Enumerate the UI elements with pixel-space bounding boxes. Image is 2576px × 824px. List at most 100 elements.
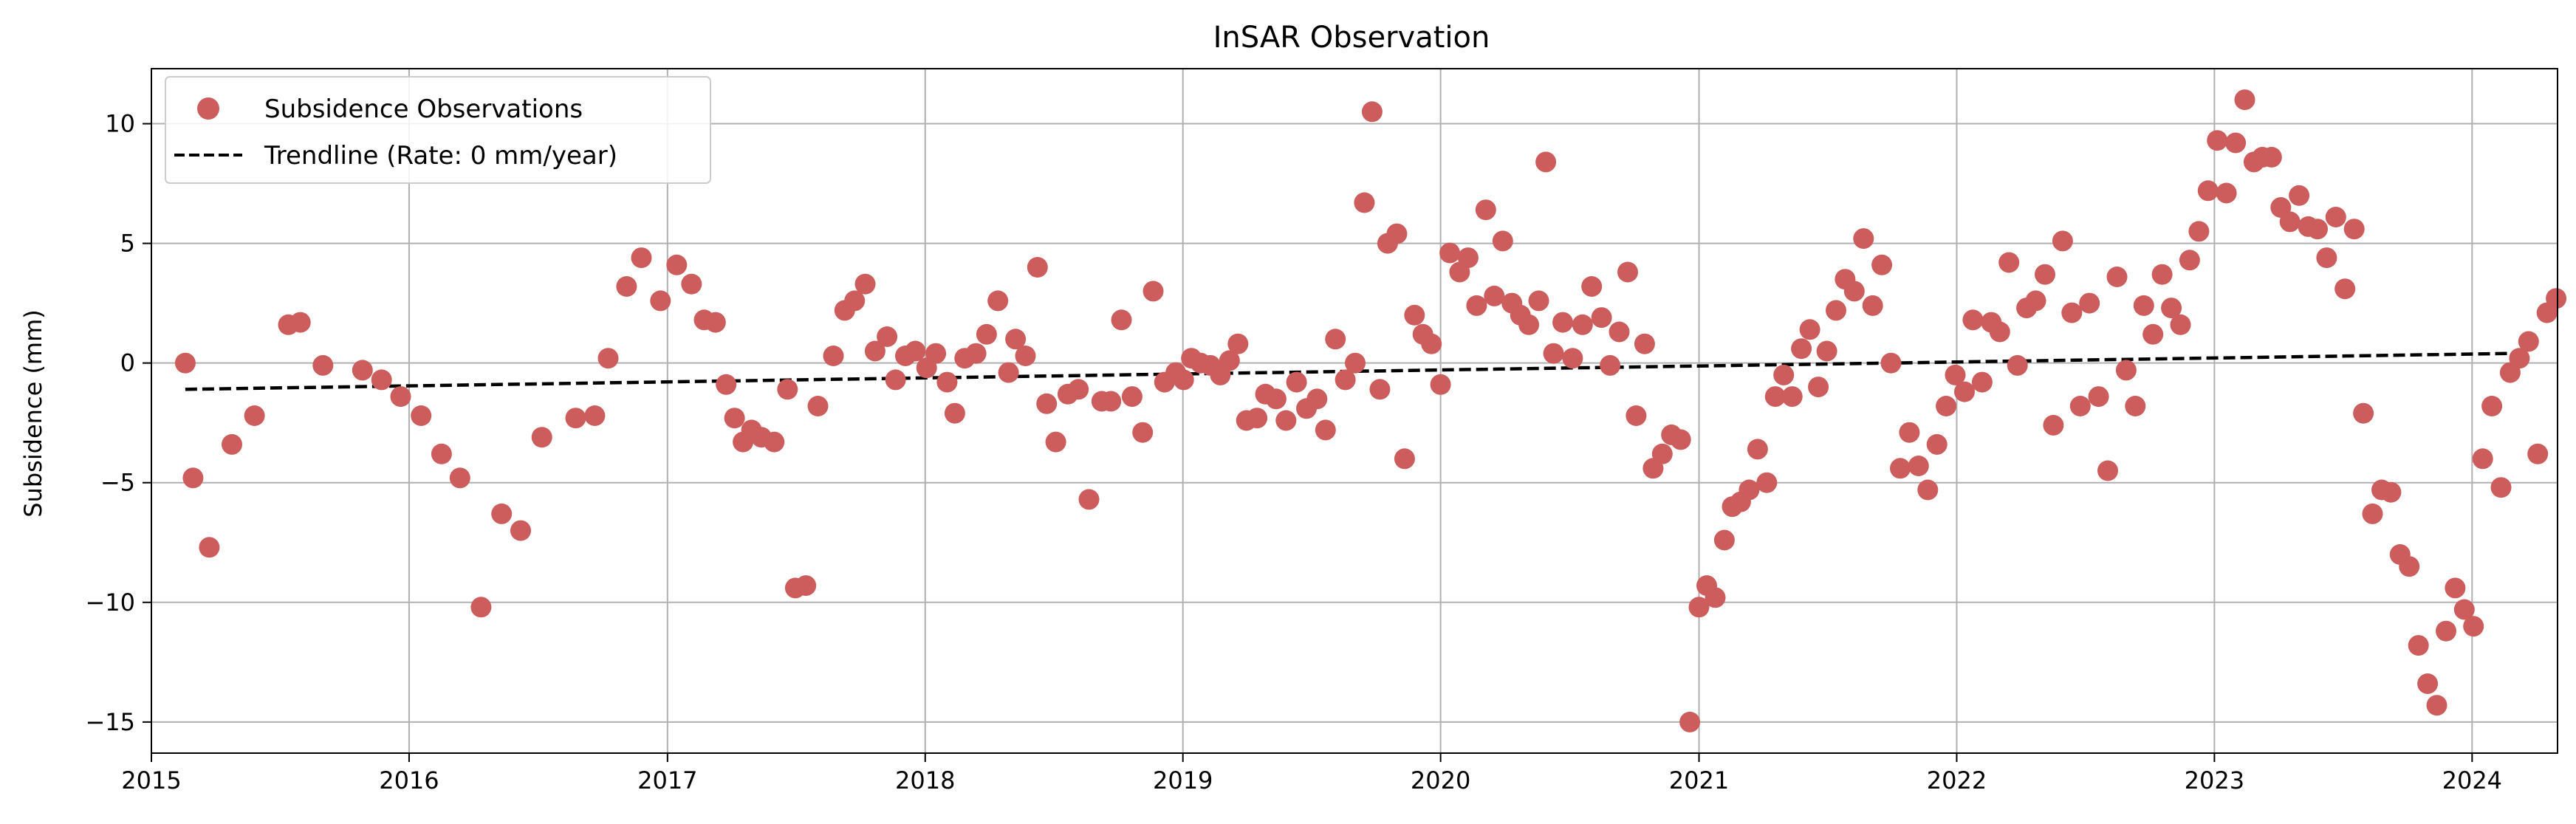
observation-point — [2546, 288, 2567, 309]
observation-point — [2069, 396, 2091, 416]
observation-point — [1998, 252, 2020, 273]
observation-point — [1609, 321, 1630, 343]
observation-point — [597, 348, 619, 369]
chart-title: InSAR Observation — [1213, 21, 1490, 55]
observation-point — [2179, 250, 2200, 271]
observation-point — [1581, 276, 1603, 297]
observation-point — [2316, 247, 2337, 269]
observation-point — [1369, 379, 1391, 400]
observation-point — [2151, 264, 2173, 285]
observation-point — [1045, 431, 1066, 453]
legend-label-trendline: Trendline (Rate: 0 mm/year) — [264, 141, 617, 171]
observation-point — [2125, 396, 2146, 416]
observation-point — [431, 443, 452, 464]
y-tick-label: 10 — [105, 110, 135, 138]
observation-point — [371, 369, 392, 391]
observation-point — [1862, 295, 1883, 316]
observation-point — [936, 371, 958, 393]
observation-point — [1100, 391, 1122, 412]
observation-point — [352, 360, 373, 381]
observation-point — [2279, 211, 2301, 233]
observation-point — [1036, 393, 1058, 414]
x-tick-label: 2021 — [1669, 766, 1729, 794]
observation-point — [1917, 479, 1939, 501]
observation-point — [1926, 433, 1948, 455]
legend-box — [165, 76, 711, 184]
observation-point — [631, 247, 652, 269]
observation-point — [510, 520, 531, 541]
observation-point — [905, 340, 926, 362]
observation-point — [1430, 374, 1451, 395]
scatter-points — [174, 89, 2567, 732]
observation-point — [1543, 343, 1564, 364]
observation-point — [716, 374, 737, 395]
observation-point — [2436, 620, 2456, 642]
observation-point — [2161, 298, 2182, 319]
observation-point — [976, 323, 997, 345]
observation-point — [2207, 130, 2228, 151]
observation-point — [199, 537, 220, 558]
observation-point — [1265, 388, 1287, 410]
observation-point — [1908, 456, 1929, 476]
y-tick-label: 5 — [120, 230, 135, 258]
observation-point — [681, 273, 702, 295]
observation-point — [1005, 329, 1027, 350]
observation-point — [2343, 219, 2365, 240]
observation-point — [1475, 199, 1496, 221]
observation-point — [2188, 221, 2210, 242]
observation-point — [2362, 503, 2383, 524]
observation-point — [965, 343, 987, 364]
observation-point — [2043, 414, 2064, 436]
x-axis-ticks: 2015 2016 2017 2018 2019 2020 2021 2022 2023 2024 — [121, 753, 2502, 794]
observation-point — [1764, 386, 1786, 408]
observation-point — [1600, 354, 1621, 376]
observation-point — [1306, 388, 1328, 410]
observation-point — [2025, 290, 2046, 312]
y-tick-label: −5 — [100, 469, 135, 497]
observation-point — [1739, 479, 1760, 501]
x-tick-label: 2024 — [2442, 766, 2502, 794]
observation-point — [944, 402, 965, 424]
observation-point — [1773, 364, 1795, 385]
observation-point — [1325, 329, 1346, 350]
observation-point — [616, 276, 637, 297]
observation-point — [1535, 151, 1557, 173]
observation-point — [1552, 312, 1573, 333]
observation-point — [2509, 348, 2530, 369]
observation-point — [650, 290, 671, 312]
observation-point — [2052, 230, 2073, 252]
legend-marker-observations — [197, 97, 219, 120]
observation-point — [1962, 309, 1984, 331]
observation-point — [807, 396, 829, 416]
observation-point — [1111, 309, 1132, 331]
legend-label-observations: Subsidence Observations — [264, 95, 583, 124]
observation-point — [1335, 369, 1356, 391]
observation-point — [1591, 307, 1612, 329]
y-tick-label: 0 — [120, 349, 135, 377]
observation-point — [1439, 242, 1461, 264]
observation-point — [1713, 529, 1735, 551]
observation-point — [844, 290, 866, 312]
observation-point — [2133, 295, 2154, 316]
observation-point — [2518, 331, 2539, 352]
observation-point — [925, 343, 947, 364]
observation-point — [1345, 352, 1366, 374]
observation-point — [2079, 292, 2100, 314]
observation-point — [1826, 300, 1846, 321]
observation-point — [2170, 314, 2191, 335]
y-tick-label: −15 — [85, 708, 135, 736]
observation-point — [1617, 261, 1638, 283]
observation-point — [2115, 360, 2137, 381]
observation-point — [1626, 405, 1647, 426]
observation-point — [1286, 371, 1307, 393]
observation-point — [2399, 556, 2420, 577]
observation-point — [449, 467, 470, 489]
observation-point — [1227, 333, 1249, 354]
observation-point — [1466, 295, 1487, 316]
observation-point — [1853, 228, 1874, 250]
x-tick-label: 2017 — [637, 766, 697, 794]
observation-point — [877, 326, 898, 347]
observation-point — [244, 405, 265, 426]
observation-point — [1386, 223, 1408, 244]
observation-point — [2216, 182, 2237, 204]
